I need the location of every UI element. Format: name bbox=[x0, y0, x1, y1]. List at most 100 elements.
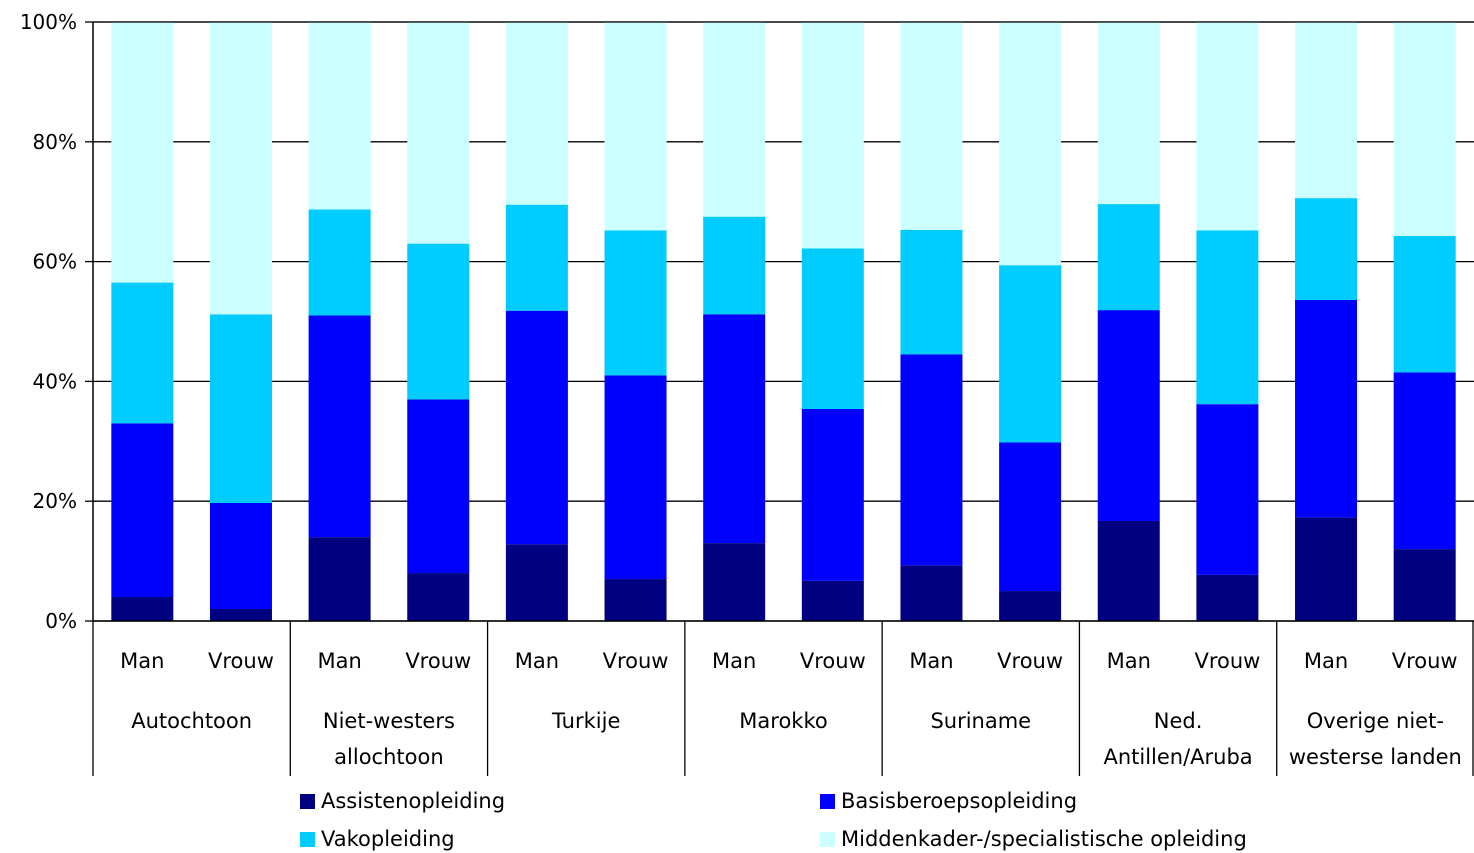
bar-segment bbox=[801, 580, 864, 621]
bar-segment bbox=[308, 22, 371, 210]
category-label: Vrouw bbox=[1194, 649, 1260, 673]
group-label: westerse landen bbox=[1289, 745, 1462, 769]
bar-segment bbox=[308, 537, 371, 621]
legend-swatch-basisberoepsopleiding bbox=[820, 794, 835, 809]
bar-segment bbox=[703, 22, 766, 217]
bar-segment bbox=[1393, 549, 1456, 621]
category-label: Man bbox=[712, 649, 756, 673]
bars bbox=[111, 22, 1456, 621]
bar-segment bbox=[703, 314, 766, 544]
bar-segment bbox=[1097, 22, 1160, 205]
bar-segment bbox=[900, 22, 963, 230]
bar-segment bbox=[505, 310, 568, 545]
bar-segment bbox=[505, 204, 568, 311]
group-label: allochtoon bbox=[334, 745, 443, 769]
bar-segment bbox=[1295, 299, 1358, 518]
bar-segment bbox=[407, 22, 470, 244]
bar-segment bbox=[209, 609, 272, 621]
gridlines bbox=[93, 21, 1474, 622]
y-tick-label: 100% bbox=[20, 10, 77, 34]
category-label: Vrouw bbox=[997, 649, 1063, 673]
bar-segment bbox=[111, 22, 174, 283]
bar-segment bbox=[999, 591, 1062, 621]
bar-segment bbox=[1196, 404, 1259, 575]
category-label: Vrouw bbox=[405, 649, 471, 673]
category-label: Vrouw bbox=[1392, 649, 1458, 673]
bar-segment bbox=[801, 248, 864, 409]
bar-segment bbox=[900, 354, 963, 566]
category-label: Man bbox=[909, 649, 953, 673]
category-label: Vrouw bbox=[208, 649, 274, 673]
bar-segment bbox=[1393, 372, 1456, 550]
legend-swatch-middenkader bbox=[820, 832, 835, 847]
bar-segment bbox=[111, 282, 174, 424]
legend-item-basisberoepsopleiding: Basisberoepsopleiding bbox=[820, 790, 1077, 812]
category-label: Man bbox=[515, 649, 559, 673]
y-tick-label: 80% bbox=[33, 130, 77, 154]
bar-segment bbox=[1097, 520, 1160, 621]
axis-labels: 0% 20% 40% 60% 80% 100% Man Vrouw Man Vrouw Man Vro… bbox=[20, 10, 1462, 769]
bar-segment bbox=[1196, 574, 1259, 621]
bar-segment bbox=[999, 442, 1062, 592]
bar-segment bbox=[801, 408, 864, 581]
group-label: Suriname bbox=[930, 709, 1031, 733]
category-label: Man bbox=[1304, 649, 1348, 673]
bar-segment bbox=[209, 502, 272, 610]
y-tick-label: 20% bbox=[33, 489, 77, 513]
legend-item-assistenopleiding: Assistenopleiding bbox=[300, 790, 505, 812]
y-tick-label: 0% bbox=[45, 609, 77, 633]
bar-segment bbox=[999, 22, 1062, 266]
bar-segment bbox=[1097, 310, 1160, 521]
bar-segment bbox=[407, 243, 470, 400]
category-label: Man bbox=[1107, 649, 1151, 673]
bar-segment bbox=[1295, 198, 1358, 300]
bar-segment bbox=[1393, 22, 1456, 236]
group-label: Overige niet- bbox=[1307, 709, 1444, 733]
bar-segment bbox=[505, 544, 568, 621]
bar-segment bbox=[1295, 517, 1358, 621]
bar-segment bbox=[111, 423, 174, 598]
bar-segment bbox=[1196, 230, 1259, 405]
legend-label: Assistenopleiding bbox=[321, 789, 506, 813]
bar-segment bbox=[308, 315, 371, 538]
bar-segment bbox=[999, 265, 1062, 443]
bar-segment bbox=[1196, 22, 1259, 231]
legend-item-vakopleiding: Vakopleiding bbox=[300, 828, 455, 850]
bar-segment bbox=[900, 229, 963, 355]
category-label: Man bbox=[120, 649, 164, 673]
bar-segment bbox=[308, 209, 371, 316]
legend-swatch-vakopleiding bbox=[300, 832, 315, 847]
category-label: Vrouw bbox=[603, 649, 669, 673]
bar-segment bbox=[209, 22, 272, 315]
group-label: Marokko bbox=[739, 709, 827, 733]
group-label: Ned. bbox=[1154, 709, 1203, 733]
category-label: Man bbox=[317, 649, 361, 673]
axes bbox=[85, 21, 1474, 776]
bar-segment bbox=[209, 314, 272, 503]
bar-segment bbox=[1295, 22, 1358, 199]
bar-segment bbox=[604, 579, 667, 621]
group-label: Autochtoon bbox=[131, 709, 252, 733]
group-label: Antillen/Aruba bbox=[1103, 745, 1252, 769]
legend-label: Basisberoepsopleiding bbox=[841, 789, 1078, 813]
bar-segment bbox=[703, 216, 766, 315]
bar-segment bbox=[801, 22, 864, 249]
category-label: Vrouw bbox=[800, 649, 866, 673]
bar-segment bbox=[604, 22, 667, 231]
bar-segment bbox=[407, 573, 470, 621]
legend-item-middenkader: Middenkader-/specialistische opleiding bbox=[820, 828, 1247, 850]
bar-segment bbox=[900, 565, 963, 621]
group-label: Niet-westers bbox=[323, 709, 455, 733]
legend-label: Middenkader-/specialistische opleiding bbox=[841, 827, 1247, 851]
bar-segment bbox=[703, 543, 766, 621]
bar-segment bbox=[1097, 204, 1160, 311]
group-label: Turkije bbox=[551, 709, 620, 733]
y-tick-label: 40% bbox=[33, 369, 77, 393]
y-tick-label: 60% bbox=[33, 250, 77, 274]
bar-segment bbox=[1393, 235, 1456, 373]
bar-segment bbox=[604, 230, 667, 376]
bar-segment bbox=[407, 399, 470, 574]
bar-segment bbox=[111, 597, 174, 621]
bar-segment bbox=[505, 22, 568, 205]
